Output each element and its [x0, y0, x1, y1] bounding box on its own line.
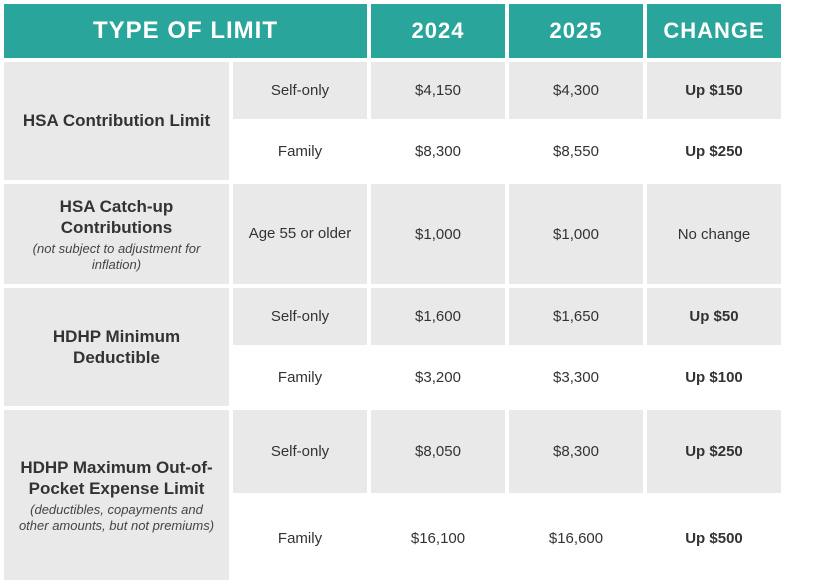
header-change: CHANGE [647, 4, 781, 58]
row-label-title: HDHP Minimum Deductible [18, 326, 215, 369]
cell-change: Up $150 [647, 62, 781, 119]
table-row: Self-only$8,050$8,300Up $250 [233, 410, 809, 493]
table-section: HSA Contribution Limit Self-only$4,150$4,… [4, 62, 809, 180]
cell-subcategory: Self-only [233, 288, 367, 345]
cell-2025: $8,300 [509, 410, 643, 493]
cell-subcategory: Family [233, 123, 367, 180]
cell-subcategory: Age 55 or older [233, 184, 367, 284]
cell-change: No change [647, 184, 781, 284]
cell-2024: $3,200 [371, 349, 505, 406]
cell-subcategory: Self-only [233, 410, 367, 493]
row-label: HSA Catch-up Contributions(not subject t… [4, 184, 229, 284]
table-row: Family$8,300$8,550Up $250 [233, 123, 809, 180]
table-section: HDHP Minimum Deductible Self-only$1,600$1… [4, 288, 809, 406]
cell-2024: $8,050 [371, 410, 505, 493]
table-row: Self-only$1,600$1,650Up $50 [233, 288, 809, 345]
limits-table: TYPE OF LIMIT20242025CHANGEHSA Contribut… [4, 4, 809, 580]
row-label-title: HSA Contribution Limit [23, 110, 210, 131]
table-header-row: TYPE OF LIMIT20242025CHANGE [4, 4, 809, 58]
cell-2025: $4,300 [509, 62, 643, 119]
cell-2024: $4,150 [371, 62, 505, 119]
cell-2025: $3,300 [509, 349, 643, 406]
subrows: Self-only$8,050$8,300Up $250Family$16,10… [233, 410, 809, 580]
cell-subcategory: Self-only [233, 62, 367, 119]
header-type-of-limit: TYPE OF LIMIT [4, 4, 367, 58]
cell-change: Up $250 [647, 410, 781, 493]
cell-2025: $8,550 [509, 123, 643, 180]
cell-change: Up $50 [647, 288, 781, 345]
header-2025: 2025 [509, 4, 643, 58]
subrows: Self-only$4,150$4,300Up $150Family$8,300… [233, 62, 809, 180]
cell-2024: $1,600 [371, 288, 505, 345]
row-label: HSA Contribution Limit [4, 62, 229, 180]
row-label: HDHP Maximum Out-of-Pocket Expense Limit… [4, 410, 229, 580]
table-row: Self-only$4,150$4,300Up $150 [233, 62, 809, 119]
subrows: Self-only$1,600$1,650Up $50Family$3,200$… [233, 288, 809, 406]
row-label-title: HDHP Maximum Out-of-Pocket Expense Limit [18, 457, 215, 500]
cell-2025: $1,650 [509, 288, 643, 345]
row-label-note: (deductibles, copayments and other amoun… [18, 502, 215, 533]
table-row: Age 55 or older$1,000$1,000No change [233, 184, 809, 284]
table-section: HDHP Maximum Out-of-Pocket Expense Limit… [4, 410, 809, 580]
row-label-note: (not subject to adjustment for inflation… [18, 241, 215, 272]
cell-change: Up $100 [647, 349, 781, 406]
cell-change: Up $250 [647, 123, 781, 180]
table-row: Family$3,200$3,300Up $100 [233, 349, 809, 406]
cell-subcategory: Family [233, 349, 367, 406]
row-label: HDHP Minimum Deductible [4, 288, 229, 406]
cell-2025: $1,000 [509, 184, 643, 284]
header-2024: 2024 [371, 4, 505, 58]
table-section: HSA Catch-up Contributions(not subject t… [4, 184, 809, 284]
cell-2024: $1,000 [371, 184, 505, 284]
cell-2024: $8,300 [371, 123, 505, 180]
row-label-title: HSA Catch-up Contributions [18, 196, 215, 239]
subrows: Age 55 or older$1,000$1,000No change [233, 184, 809, 284]
